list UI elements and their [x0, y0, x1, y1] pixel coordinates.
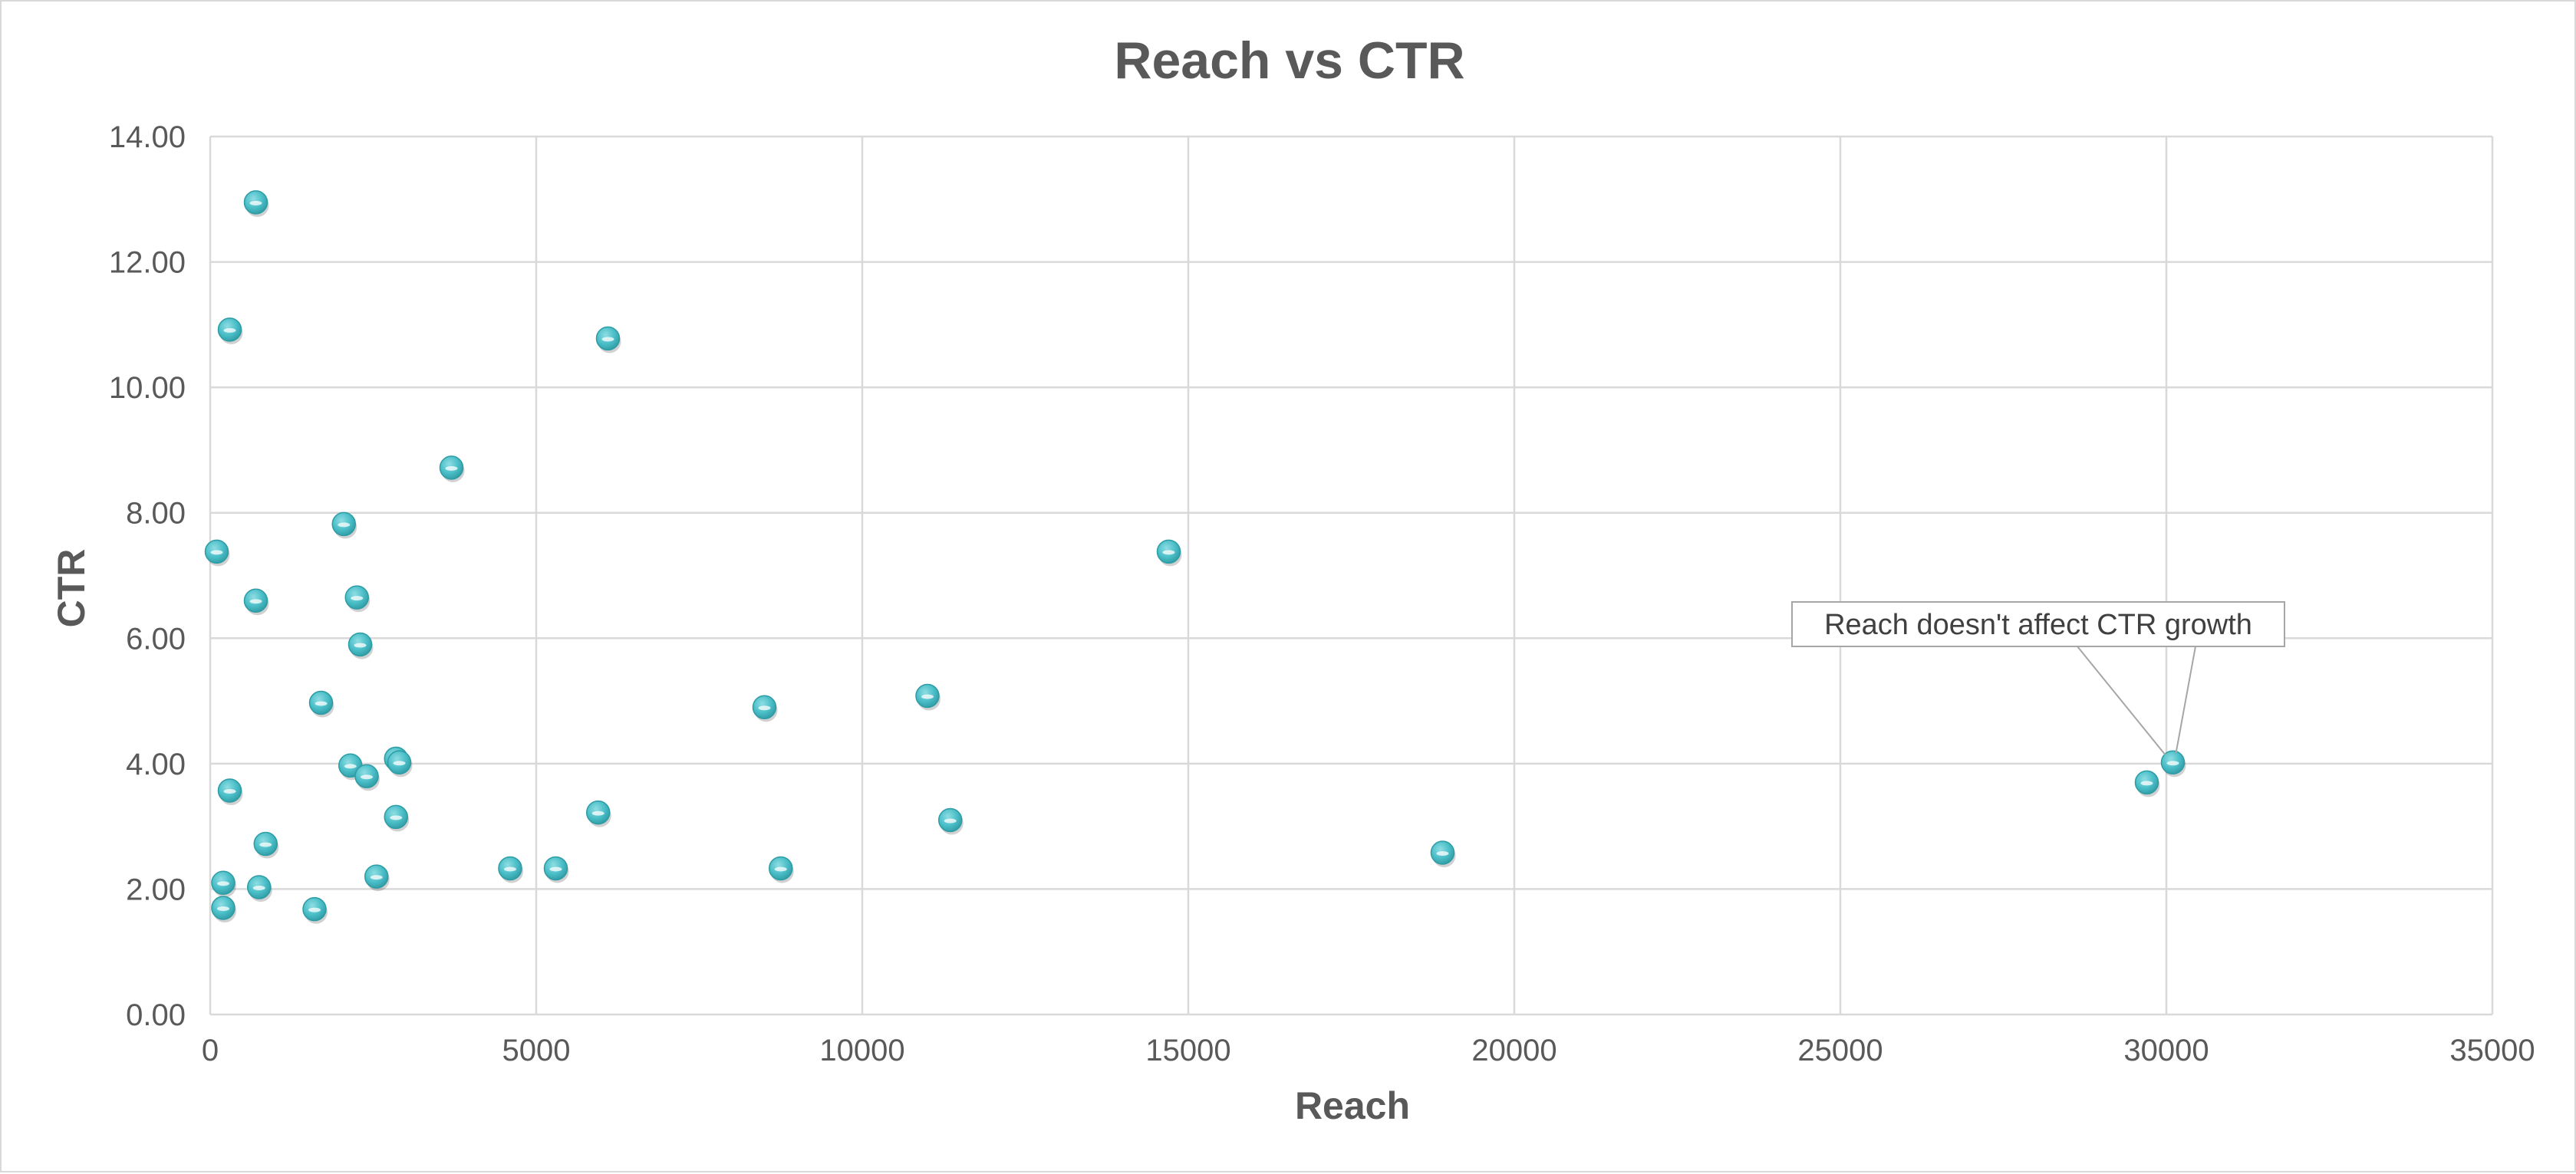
data-point-highlight: [2140, 781, 2153, 786]
data-point: [769, 856, 794, 883]
annotations: Reach doesn't affect CTR growth: [1791, 601, 2285, 755]
data-point: [217, 317, 243, 344]
y-tick-label: 0.00: [126, 998, 186, 1032]
y-tick-label: 2.00: [126, 873, 186, 906]
data-point-highlight: [390, 815, 403, 820]
data-point-highlight: [223, 789, 236, 794]
data-point-highlight: [1162, 550, 1175, 555]
data-point-highlight: [549, 867, 562, 872]
x-tick-label: 35000: [2449, 1034, 2535, 1067]
data-point-highlight: [315, 701, 328, 706]
data-point: [344, 585, 371, 613]
data-point-highlight: [344, 764, 357, 769]
data-point: [752, 695, 778, 722]
y-tick-label: 14.00: [109, 120, 186, 154]
data-point-highlight: [2166, 761, 2179, 766]
data-point: [543, 856, 569, 883]
y-tick-label: 10.00: [109, 371, 186, 405]
data-point-highlight: [774, 867, 787, 872]
data-point: [387, 750, 413, 778]
data-point-highlight: [354, 643, 367, 648]
annotation-box: [1791, 601, 2285, 647]
data-point-highlight: [252, 885, 265, 890]
data-point-highlight: [504, 867, 516, 872]
data-point-highlight: [223, 327, 236, 333]
data-point: [1156, 539, 1182, 567]
data-point-highlight: [249, 599, 262, 604]
annotation-text: Reach doesn't affect CTR growth: [1824, 609, 2252, 641]
data-point-highlight: [591, 811, 604, 816]
x-axis-title: Reach: [1295, 1084, 1410, 1127]
data-point: [247, 875, 272, 902]
data-point: [586, 800, 611, 827]
x-tick-label: 15000: [1145, 1034, 1230, 1067]
data-point: [211, 896, 236, 922]
data-point: [1430, 840, 1456, 867]
data-point-highlight: [351, 596, 364, 601]
data-point: [915, 683, 940, 711]
data-point: [331, 511, 357, 539]
y-tick-label: 8.00: [126, 497, 186, 531]
data-point: [217, 778, 243, 806]
data-point-highlight: [361, 774, 373, 780]
data-point-highlight: [249, 200, 262, 206]
data-point: [348, 632, 374, 659]
data-point: [308, 690, 334, 718]
chart-title: Reach vs CTR: [1114, 31, 1464, 90]
data-point: [384, 804, 410, 832]
data-point: [364, 864, 390, 892]
y-axis-title: CTR: [50, 549, 93, 628]
data-point: [2134, 770, 2160, 797]
data-point: [354, 764, 380, 791]
data-point: [2160, 750, 2186, 778]
data-point-highlight: [445, 465, 458, 471]
data-point: [243, 190, 269, 217]
axis-ticks: 0.00 2.00 4.00 6.00 8.00 10.00 12.00 14.00 0 5000…: [109, 120, 2535, 1067]
data-point-highlight: [921, 694, 934, 699]
data-point-highlight: [944, 818, 957, 824]
y-tick-label: 12.00: [109, 246, 186, 280]
x-tick-label: 30000: [2123, 1034, 2209, 1067]
annotation-leader-line: [2175, 646, 2196, 754]
data-point-highlight: [601, 337, 614, 342]
data-point-highlight: [308, 907, 321, 913]
data-point: [498, 856, 523, 883]
data-points: [204, 190, 2186, 924]
annotation-leader-line: [2077, 646, 2166, 755]
data-point: [302, 896, 328, 924]
data-point: [595, 326, 621, 354]
gridlines: [209, 135, 2494, 1016]
data-point: [204, 539, 230, 567]
x-tick-label: 25000: [1797, 1034, 1883, 1067]
data-point-highlight: [210, 550, 223, 555]
data-point-highlight: [370, 875, 383, 880]
data-point-highlight: [1436, 850, 1449, 856]
x-tick-label: 20000: [1471, 1034, 1556, 1067]
data-point-highlight: [393, 761, 406, 766]
data-point: [938, 807, 964, 835]
y-tick-label: 6.00: [126, 622, 186, 656]
data-point-highlight: [758, 705, 771, 711]
data-point: [211, 870, 236, 898]
data-point: [243, 588, 269, 616]
x-tick-label: 10000: [819, 1034, 904, 1067]
x-tick-label: 0: [202, 1034, 219, 1067]
data-point-highlight: [217, 906, 229, 911]
data-point: [253, 831, 279, 859]
annotation-callout: Reach doesn't affect CTR growth: [1791, 601, 2285, 755]
data-point-highlight: [259, 842, 272, 847]
data-point-highlight: [217, 881, 229, 886]
data-point: [439, 455, 465, 482]
y-tick-label: 4.00: [126, 748, 186, 781]
x-tick-label: 5000: [502, 1034, 571, 1067]
data-point-highlight: [338, 522, 351, 528]
